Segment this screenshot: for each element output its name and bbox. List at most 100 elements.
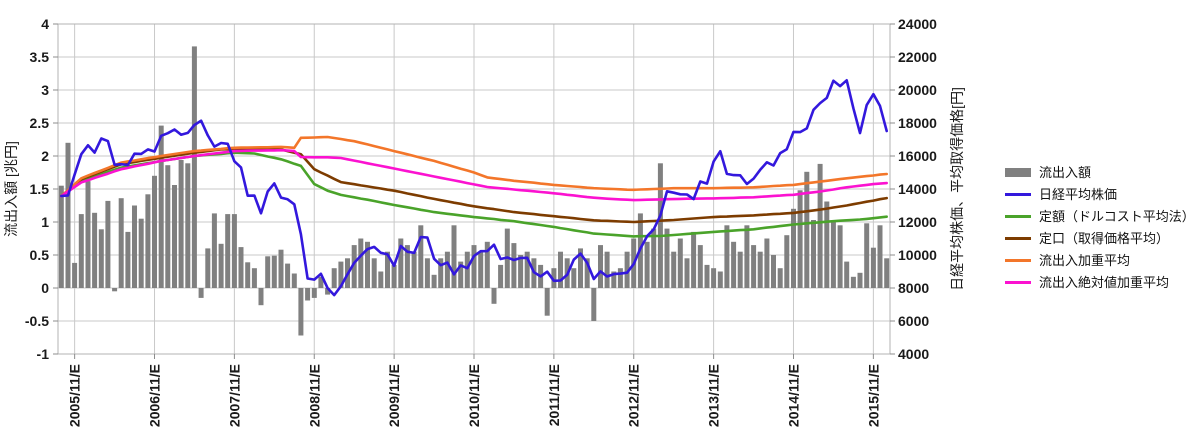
legend-label: 定額（ドルコスト平均法） — [1039, 208, 1195, 224]
bar — [331, 268, 337, 288]
bar — [291, 273, 297, 288]
bar — [691, 231, 697, 288]
bar — [338, 261, 344, 288]
bar — [451, 225, 457, 288]
right-axis-tick-label: 14000 — [898, 181, 937, 197]
bar — [152, 175, 157, 288]
line-series — [59, 148, 889, 202]
right-axis-tick-label: 24000 — [898, 16, 937, 32]
bar — [351, 245, 357, 288]
right-axis-tick-label: 4000 — [898, 346, 929, 362]
legend-label: 定口（取得価格平均） — [1039, 230, 1170, 246]
bar — [884, 258, 890, 288]
bar — [791, 208, 796, 288]
bar — [418, 225, 424, 288]
legend-item-unit-cost-average: 定口（取得価格平均） — [1005, 227, 1195, 249]
bar — [764, 238, 770, 288]
left-axis-tick-label: 0.5 — [30, 247, 50, 263]
bar — [431, 274, 437, 288]
bar — [598, 245, 603, 288]
bar — [724, 225, 730, 288]
x-axis-tick-label: 2013/11/E — [706, 364, 722, 427]
bar — [185, 163, 191, 288]
bar — [238, 247, 244, 288]
bar — [225, 214, 231, 288]
left-axis-tick-label: -0.5 — [25, 313, 49, 329]
bar — [318, 276, 324, 288]
bar — [65, 142, 71, 288]
bar — [617, 268, 623, 288]
bar — [578, 248, 583, 288]
bar — [850, 276, 856, 288]
left-axis-tick-label: 0 — [41, 280, 49, 296]
left-axis-tick-label: -1 — [37, 346, 50, 362]
right-axis-tick-label: 20000 — [898, 82, 937, 98]
bar — [85, 181, 91, 288]
legend-item-abs-flow-weighted-average: 流出入絶対値加重平均 — [1005, 271, 1195, 293]
bar — [378, 271, 384, 288]
bar — [757, 251, 763, 288]
bar — [604, 251, 610, 288]
bar — [544, 288, 550, 316]
x-axis-tick-label: 2014/11/E — [785, 364, 801, 427]
bar — [205, 248, 211, 288]
bar — [464, 251, 470, 288]
bar — [311, 288, 317, 298]
line-swatch-icon — [1005, 280, 1031, 284]
bar — [717, 271, 723, 288]
bar — [784, 235, 790, 288]
bar — [258, 288, 264, 306]
right-axis-title: 日経平均株価、平均取得価格[円] — [949, 87, 965, 291]
bar — [704, 264, 710, 288]
line-series — [59, 147, 889, 224]
bar — [105, 200, 111, 288]
bar — [145, 194, 151, 288]
x-axis-tick-label: 2012/11/E — [626, 364, 642, 427]
bar — [424, 258, 430, 288]
bar — [285, 263, 291, 288]
legend-label: 流出入絶対値加重平均 — [1039, 274, 1170, 290]
bar — [844, 261, 850, 288]
left-axis-tick-label: 4 — [41, 16, 49, 32]
bar-swatch-icon — [1005, 167, 1031, 177]
bar — [824, 201, 830, 288]
bar — [245, 262, 251, 288]
bar — [218, 243, 224, 288]
bar — [191, 46, 197, 289]
bar — [624, 251, 630, 288]
left-axis-tick-label: 1.5 — [30, 181, 50, 197]
bar — [271, 255, 277, 288]
left-axis-tick-label: 2 — [41, 148, 49, 164]
bar — [611, 271, 617, 288]
bar — [325, 288, 331, 295]
bar — [471, 245, 477, 288]
bar — [58, 185, 64, 288]
bar — [178, 160, 184, 288]
bar — [198, 288, 204, 298]
bar — [830, 222, 836, 288]
legend-item-flows: 流出入額 — [1005, 161, 1195, 183]
bar — [398, 238, 404, 288]
bar — [664, 228, 670, 288]
bar — [365, 241, 370, 288]
bar — [112, 288, 118, 292]
bar — [172, 185, 177, 288]
legend-label: 流出入額 — [1039, 164, 1092, 180]
line-series — [59, 79, 889, 297]
bar — [644, 241, 650, 288]
bar — [371, 258, 377, 288]
right-axis-tick-label: 6000 — [898, 313, 929, 329]
left-axis-tick-label: 2.5 — [30, 115, 50, 131]
bar — [385, 251, 390, 288]
bar — [524, 251, 530, 288]
legend-item-flow-weighted-average: 流出入加重平均 — [1005, 249, 1195, 271]
bar — [478, 251, 484, 288]
line-swatch-icon — [1005, 192, 1031, 196]
bar — [877, 225, 883, 288]
bar — [278, 249, 284, 288]
left-axis-title: 流出入額 [兆円] — [3, 141, 19, 237]
bar — [584, 258, 590, 288]
